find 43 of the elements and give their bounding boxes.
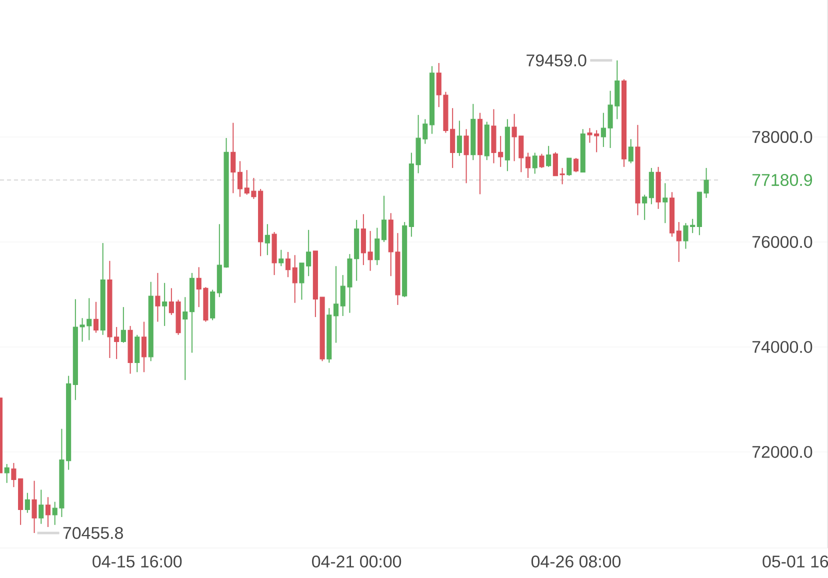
candlestick xyxy=(381,195,387,242)
annotation: 79459.0 xyxy=(526,54,586,66)
candlestick xyxy=(162,282,168,326)
y-tick-label: 72000.0 xyxy=(752,446,812,458)
candlestick xyxy=(38,489,44,524)
candlestick xyxy=(93,301,99,334)
candlestick xyxy=(141,321,147,373)
candlestick xyxy=(333,266,339,344)
candlestick xyxy=(374,227,380,266)
candlestick xyxy=(155,272,160,322)
candlestick xyxy=(264,224,270,256)
candlestick xyxy=(292,254,298,304)
candlestick xyxy=(573,157,579,173)
candlestick xyxy=(285,251,291,278)
candlestick xyxy=(182,296,188,381)
candlestick xyxy=(539,153,544,168)
candlestick xyxy=(642,194,648,220)
candlestick xyxy=(676,222,682,262)
candlestick xyxy=(230,122,236,194)
x-tick-label: 04-26 08:00 xyxy=(531,556,621,568)
candlestick xyxy=(525,152,531,178)
x-tick-label: 04-21 00:00 xyxy=(312,556,402,568)
x-tick-label: 04-15 16:00 xyxy=(92,556,182,568)
candlestick xyxy=(24,492,30,514)
candlestick xyxy=(546,145,552,168)
y-tick-label: 74000.0 xyxy=(752,340,812,353)
candlestick xyxy=(4,464,10,484)
candlestick xyxy=(532,152,538,174)
candlestick xyxy=(120,306,126,344)
ref-line-label: 77180.9 xyxy=(752,174,812,186)
y-tick-label: 76000.0 xyxy=(752,236,812,248)
candlestick xyxy=(32,480,37,534)
candlestick xyxy=(628,138,634,164)
candlestick xyxy=(464,128,469,184)
candlestick xyxy=(566,157,572,176)
candlestick xyxy=(237,160,243,198)
y-tick-label: 78000.0 xyxy=(752,130,812,143)
candlestick xyxy=(662,182,668,224)
x-tick-label: 05-01 16 xyxy=(762,556,828,568)
annotation: 70455.8 xyxy=(63,527,123,539)
candlestick xyxy=(45,496,51,528)
candlestick xyxy=(278,249,284,267)
candlestick xyxy=(456,120,462,156)
